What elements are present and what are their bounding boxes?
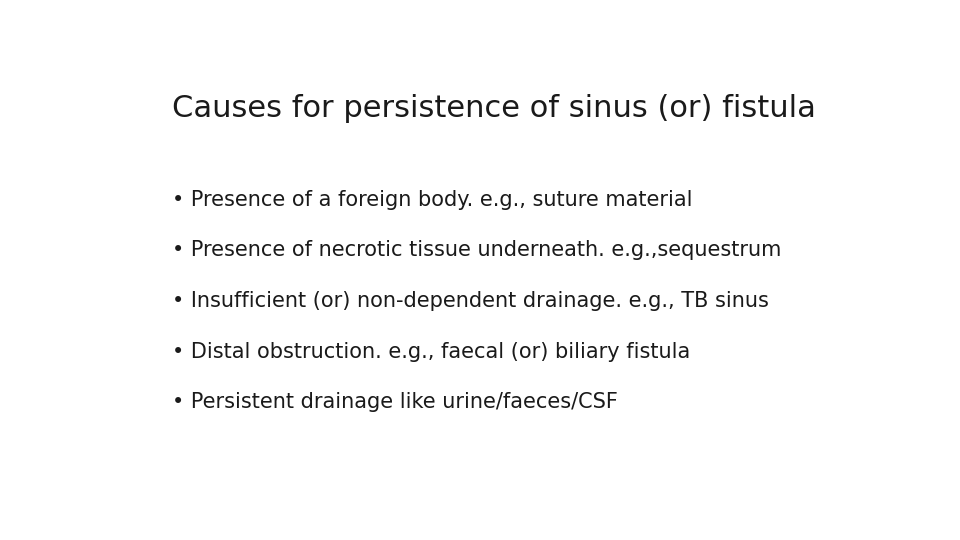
Text: Causes for persistence of sinus (or) fistula: Causes for persistence of sinus (or) fis… [172,94,816,123]
Text: • Insufficient (or) non-dependent drainage. e.g., TB sinus: • Insufficient (or) non-dependent draina… [172,291,769,311]
Text: • Presence of necrotic tissue underneath. e.g.,sequestrum: • Presence of necrotic tissue underneath… [172,240,781,260]
Text: • Presence of a foreign body. e.g., suture material: • Presence of a foreign body. e.g., sutu… [172,190,692,210]
Text: • Persistent drainage like urine/faeces/CSF: • Persistent drainage like urine/faeces/… [172,393,618,413]
Text: • Distal obstruction. e.g., faecal (or) biliary fistula: • Distal obstruction. e.g., faecal (or) … [172,342,690,362]
